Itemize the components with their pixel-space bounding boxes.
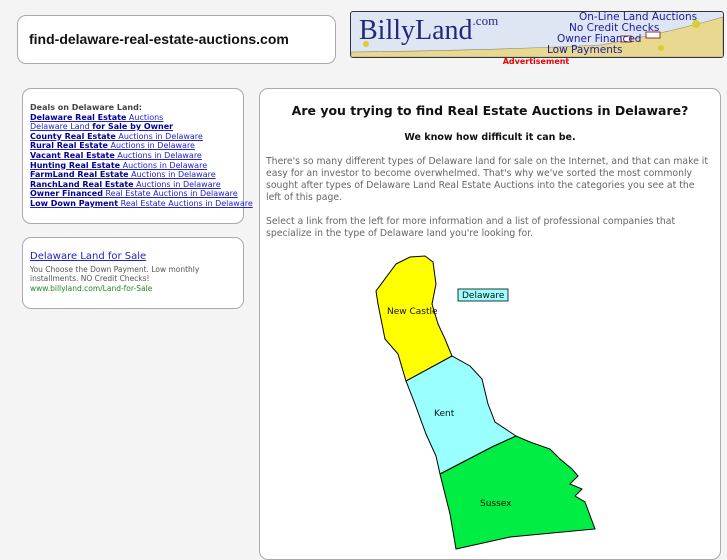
deal-link[interactable]: County Real Estate Auctions in Delaware	[30, 132, 236, 142]
banner-line: No Credit Checks	[569, 22, 660, 34]
billyland-logo: BillyLand.com	[359, 14, 498, 48]
text-ad: Delaware Land for Sale You Choose the Do…	[22, 237, 244, 309]
link-bold: Delaware Real Estate	[30, 112, 127, 122]
link-rest: Auctions in Delaware	[115, 131, 203, 141]
state-label: Delaware	[462, 291, 505, 301]
county-sussex	[439, 435, 596, 550]
deal-link[interactable]: Vacant Real Estate Auctions in Delaware	[30, 151, 236, 161]
link-rest: Real Estate Auctions in Delaware	[118, 198, 253, 208]
link-rest: Auctions in Delaware	[120, 160, 208, 170]
county-label: Kent	[434, 409, 455, 419]
banner-line: Low Payments	[547, 44, 623, 56]
link-bold: Rural Real Estate	[30, 141, 108, 151]
link-rest: Auctions in Delaware	[133, 179, 221, 189]
deal-link[interactable]: Hunting Real Estate Auctions in Delaware	[30, 161, 236, 171]
landscape-illustration	[351, 16, 723, 57]
main-subheading: We know how difficult it can be.	[404, 132, 576, 143]
delaware-county-map[interactable]: New Castle Kent Sussex Delaware	[260, 244, 720, 559]
link-bold: FarmLand Real Estate	[30, 170, 129, 180]
intro-paragraph: There's so many different types of Delaw…	[266, 156, 709, 203]
link-rest: Real Estate Auctions in Delaware	[102, 189, 238, 199]
banner-line: Owner Financed	[557, 33, 642, 45]
deal-link[interactable]: RanchLand Real Estate Auctions in Delawa…	[30, 180, 236, 190]
deal-link[interactable]: Low Down Payment Real Estate Auctions in…	[30, 198, 253, 209]
link-bold: for Sale by Owner	[92, 122, 174, 132]
deals-heading: Deals on Delaware Land:	[30, 103, 142, 112]
ad-text: You Choose the Down Payment. Low monthly…	[30, 264, 200, 284]
deal-link[interactable]: Delaware Real Estate Auctions	[30, 113, 236, 123]
logo-suffix: .com	[472, 13, 499, 28]
deal-link[interactable]: Rural Real Estate Auctions in Delaware	[30, 141, 236, 151]
banner-line: On-Line Land Auctions	[579, 11, 698, 23]
link-bold: County Real Estate	[30, 131, 116, 141]
main-question: Are you trying to find Real Estate Aucti…	[291, 103, 689, 118]
deals-panel: Deals on Delaware Land: Delaware Real Es…	[22, 88, 253, 224]
ad-title-link[interactable]: Delaware Land for Sale	[30, 251, 147, 262]
main-content: Are you trying to find Real Estate Aucti…	[259, 88, 721, 560]
link-rest: Auctions in Delaware	[128, 170, 216, 180]
link-rest: Auctions in Delaware	[107, 141, 195, 151]
deal-link[interactable]: Owner Financed Real Estate Auctions in D…	[30, 189, 238, 199]
link-bold: Hunting Real Estate	[30, 160, 121, 170]
link-rest: Auctions	[126, 112, 164, 122]
county-label: Sussex	[480, 499, 512, 509]
link-bold: Low Down Payment	[30, 198, 119, 208]
link-bold: Owner Financed	[30, 189, 103, 199]
logo-text: BillyLand	[359, 15, 473, 46]
instruction-paragraph: Select a link from the left for more inf…	[266, 216, 676, 239]
ad-url[interactable]: www.billyland.com/Land-for-Sale	[30, 283, 153, 293]
deal-link[interactable]: FarmLand Real Estate Auctions in Delawar…	[30, 170, 236, 180]
billyland-banner-ad[interactable]: BillyLand.com On-Line Land Auctions No C…	[350, 11, 724, 58]
link-rest: Delaware Land	[30, 122, 93, 132]
county-new-castle	[375, 255, 453, 382]
site-domain-title: find-delaware-real-estate-auctions.com	[17, 15, 336, 64]
deal-link[interactable]: Delaware Land for Sale by Owner	[30, 122, 236, 132]
county-label: New Castle	[387, 307, 438, 317]
link-bold: RanchLand Real Estate	[30, 179, 134, 189]
link-bold: Vacant Real Estate	[30, 150, 115, 160]
link-rest: Auctions in Delaware	[114, 150, 202, 160]
advertisement-label: Advertisement	[502, 57, 570, 66]
